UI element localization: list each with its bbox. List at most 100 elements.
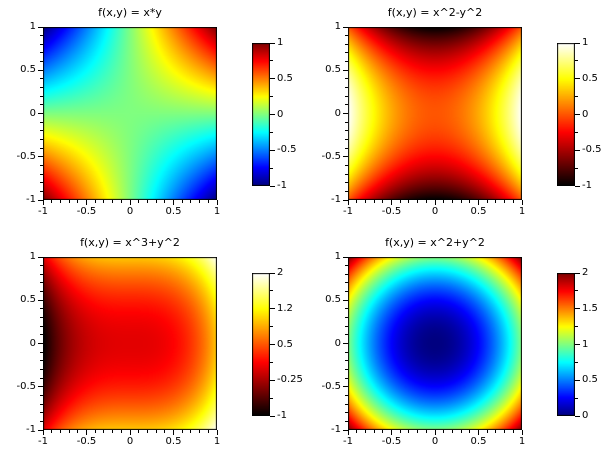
y-axis-minor-tick [40, 394, 43, 396]
y-axis-minor-tick [40, 182, 43, 184]
y-axis-minor-tick [40, 138, 43, 140]
x-axis-tick-mark [129, 430, 131, 435]
x-axis-minor-tick [94, 200, 96, 203]
x-axis-minor-tick [451, 200, 453, 203]
colorbar [557, 43, 575, 186]
colorbar-minor-tick [270, 326, 273, 328]
x-axis-minor-tick [512, 200, 514, 203]
x-tick-label: 1 [518, 436, 526, 447]
colorbar-minor-tick [270, 96, 273, 98]
x-axis-minor-tick [512, 430, 514, 433]
x-axis-minor-tick [155, 200, 157, 203]
y-axis-tick-mark [38, 113, 43, 114]
y-axis-minor-tick [345, 265, 348, 267]
y-tick-label: 0.5 [20, 64, 36, 76]
colorbar-minor-tick [575, 397, 578, 399]
colorbar-tick-mark [575, 344, 580, 345]
colorbar-minor-tick [575, 60, 578, 62]
x-axis-tick-mark [347, 430, 349, 435]
y-axis-minor-tick [40, 351, 43, 353]
y-axis-tick-mark [38, 429, 43, 431]
colorbar-tick-label: 2 [582, 267, 589, 278]
y-axis-tick-mark [343, 156, 348, 158]
y-axis-minor-tick [345, 334, 348, 336]
y-axis-tick-mark [343, 386, 348, 388]
colorbar-minor-tick [270, 167, 273, 169]
x-axis-minor-tick [103, 200, 105, 203]
y-axis-tick-mark [38, 386, 43, 388]
y-axis-minor-tick [40, 78, 43, 80]
colorbar-tick-label: -0.5 [582, 144, 602, 156]
y-axis-minor-tick [40, 190, 43, 192]
heatmap [348, 257, 522, 430]
x-axis-minor-tick [112, 430, 114, 433]
colorbar-tick-label: 0.5 [277, 72, 293, 84]
colorbar-minor-tick [575, 326, 578, 328]
colorbar-tick-mark [575, 308, 580, 310]
x-tick-label: -0.5 [76, 436, 97, 447]
x-axis-minor-tick [469, 200, 471, 203]
colorbar-tick-label: 0.5 [277, 338, 293, 350]
x-axis-minor-tick [164, 430, 166, 433]
colorbar-tick-mark [575, 149, 580, 151]
colorbar-tick-mark [575, 185, 580, 187]
colorbar-tick-label: 0 [582, 410, 589, 421]
y-tick-label: 0 [29, 107, 36, 119]
x-axis-minor-tick [382, 430, 384, 433]
x-axis-minor-tick [77, 430, 79, 433]
y-axis-minor-tick [345, 273, 348, 275]
x-axis-minor-tick [460, 200, 462, 203]
x-axis-minor-tick [138, 200, 140, 203]
x-axis-minor-tick [373, 430, 375, 433]
colorbar-tick-label: -0.25 [277, 374, 303, 386]
y-tick-label: -0.5 [16, 150, 36, 162]
x-axis-minor-tick [155, 430, 157, 433]
heatmap [43, 27, 217, 200]
colorbar-tick-mark [270, 415, 275, 417]
y-axis-minor-tick [40, 334, 43, 336]
x-axis-minor-tick [382, 200, 384, 203]
x-tick-label: 0 [431, 206, 439, 217]
x-axis-minor-tick [146, 200, 148, 203]
y-axis-minor-tick [40, 325, 43, 327]
colorbar [557, 273, 575, 416]
x-axis-tick-mark [86, 430, 87, 435]
y-axis-minor-tick [345, 308, 348, 310]
colorbar-tick-mark [575, 379, 580, 381]
x-axis-tick-mark [216, 200, 218, 205]
y-axis-minor-tick [345, 138, 348, 140]
x-axis-tick-mark [42, 200, 44, 205]
y-axis-minor-tick [345, 61, 348, 63]
x-axis-minor-tick [181, 200, 183, 203]
x-axis-minor-tick [190, 430, 192, 433]
colorbar-tick-mark [575, 114, 580, 115]
x-axis-tick-mark [434, 430, 436, 435]
y-tick-label: -0.5 [321, 150, 341, 162]
x-axis-minor-tick [120, 200, 122, 203]
y-axis-tick-mark [343, 429, 348, 431]
y-axis-minor-tick [345, 121, 348, 123]
x-axis-tick-mark [86, 200, 87, 205]
y-axis-minor-tick [345, 190, 348, 192]
y-tick-label: 1 [334, 21, 341, 32]
y-tick-label: 0 [29, 337, 36, 349]
y-axis-tick-mark [38, 26, 43, 28]
x-axis-minor-tick [112, 200, 114, 203]
x-axis-minor-tick [356, 200, 358, 203]
y-axis-minor-tick [40, 368, 43, 370]
y-axis-minor-tick [40, 130, 43, 132]
plot-title: f(x,y) = x*y [98, 6, 162, 19]
y-axis-tick-mark [343, 69, 348, 71]
colorbar-tick-mark [575, 42, 580, 44]
x-axis-minor-tick [68, 430, 70, 433]
x-axis-minor-tick [399, 200, 401, 203]
colorbar-tick-label: 1 [582, 37, 589, 48]
colorbar-tick-label: 2 [277, 267, 284, 278]
y-tick-label: 1 [334, 251, 341, 262]
colorbar-tick-mark [270, 78, 275, 80]
x-tick-label: 0.5 [470, 436, 487, 447]
x-axis-minor-tick [103, 430, 105, 433]
x-axis-tick-mark [347, 200, 349, 205]
x-axis-minor-tick [138, 430, 140, 433]
